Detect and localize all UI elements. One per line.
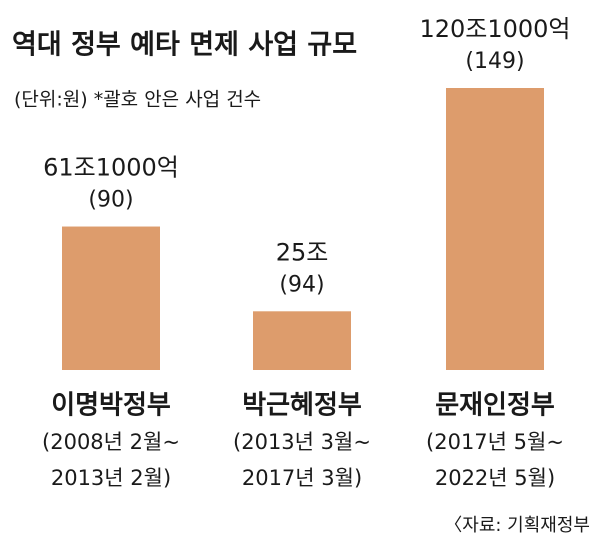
chart-title: 역대 정부 예타 면제 사업 규모	[12, 30, 357, 61]
count-label: (94)	[279, 272, 324, 297]
period-label: (2017년 5월~	[426, 430, 564, 454]
period-label: 2017년 3월)	[242, 466, 362, 490]
period-label: 2013년 2월)	[51, 466, 171, 490]
bar	[253, 311, 351, 370]
bar	[62, 226, 160, 370]
source: 〈자료: 기획재정부	[444, 515, 590, 536]
category-label: 문재인정부	[435, 391, 555, 421]
category-label: 박근혜정부	[242, 391, 362, 421]
category-label: 이명박정부	[51, 391, 171, 421]
period-label: (2008년 2월~	[42, 430, 180, 454]
value-label: 120조1000억	[419, 15, 570, 43]
count-label: (149)	[465, 49, 524, 74]
period-label: (2013년 3월~	[233, 430, 371, 454]
chart-subtitle: (단위:원) *괄호 안은 사업 건수	[14, 89, 261, 111]
bar	[446, 88, 544, 370]
value-label: 25조	[276, 238, 329, 266]
value-label: 61조1000억	[43, 154, 179, 182]
count-label: (90)	[88, 188, 133, 213]
period-label: 2022년 5월)	[435, 466, 555, 490]
